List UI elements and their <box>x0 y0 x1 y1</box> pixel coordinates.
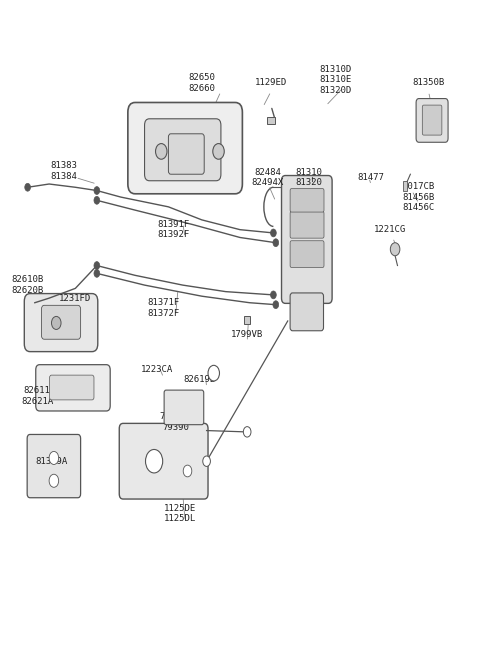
Text: 1799VB: 1799VB <box>231 329 264 339</box>
Circle shape <box>273 301 279 309</box>
Circle shape <box>145 449 163 473</box>
Text: 82619B: 82619B <box>183 375 216 384</box>
Circle shape <box>208 365 219 381</box>
FancyBboxPatch shape <box>27 434 81 498</box>
Bar <box>244 316 250 324</box>
Bar <box>403 181 407 191</box>
Circle shape <box>273 239 279 247</box>
Text: 81391F
81392F: 81391F 81392F <box>157 220 189 239</box>
Circle shape <box>51 316 61 329</box>
FancyBboxPatch shape <box>41 305 81 339</box>
Circle shape <box>94 187 100 195</box>
Text: 1129ED: 1129ED <box>255 79 287 87</box>
Circle shape <box>183 465 192 477</box>
FancyBboxPatch shape <box>168 134 204 174</box>
Circle shape <box>271 291 276 299</box>
Text: 1017CB
81456B
81456C: 1017CB 81456B 81456C <box>403 182 435 212</box>
FancyBboxPatch shape <box>128 102 242 194</box>
FancyBboxPatch shape <box>290 212 324 238</box>
Circle shape <box>49 474 59 487</box>
Circle shape <box>271 229 276 237</box>
FancyBboxPatch shape <box>119 423 208 499</box>
Text: 81371F
81372F: 81371F 81372F <box>147 298 180 318</box>
Text: 82611
82621A: 82611 82621A <box>21 386 53 405</box>
FancyBboxPatch shape <box>416 98 448 142</box>
Text: 81383
81384: 81383 81384 <box>50 161 77 181</box>
Text: 1125DE
1125DL: 1125DE 1125DL <box>164 504 196 523</box>
FancyBboxPatch shape <box>24 293 98 352</box>
FancyBboxPatch shape <box>281 176 332 303</box>
Text: 82484
82494X: 82484 82494X <box>252 168 284 187</box>
Text: 81389A: 81389A <box>36 457 68 466</box>
FancyBboxPatch shape <box>290 241 324 267</box>
Text: 1221CG: 1221CG <box>374 225 407 234</box>
Text: 82650
82660: 82650 82660 <box>188 73 215 92</box>
Text: 81477: 81477 <box>358 173 384 182</box>
Text: 81350B: 81350B <box>412 79 444 87</box>
Bar <box>267 117 275 124</box>
Circle shape <box>49 451 59 464</box>
FancyBboxPatch shape <box>144 119 221 181</box>
Circle shape <box>156 143 167 159</box>
Circle shape <box>94 261 100 269</box>
FancyBboxPatch shape <box>164 390 204 424</box>
Text: 79380A
79390: 79380A 79390 <box>159 413 192 432</box>
Circle shape <box>203 456 210 466</box>
Text: 81310
81320: 81310 81320 <box>296 168 323 187</box>
Text: 82610B
82620B: 82610B 82620B <box>12 275 44 295</box>
FancyBboxPatch shape <box>290 189 324 212</box>
FancyBboxPatch shape <box>290 293 324 331</box>
FancyBboxPatch shape <box>49 375 94 400</box>
FancyBboxPatch shape <box>36 365 110 411</box>
Text: 1223CA: 1223CA <box>140 365 173 375</box>
Text: 1231FD: 1231FD <box>59 293 92 303</box>
Circle shape <box>94 196 100 204</box>
Circle shape <box>390 243 400 255</box>
FancyBboxPatch shape <box>422 105 442 135</box>
Circle shape <box>213 143 224 159</box>
Circle shape <box>243 426 251 437</box>
Circle shape <box>94 269 100 277</box>
Text: 81310D
81310E
81320D: 81310D 81310E 81320D <box>319 65 351 94</box>
Circle shape <box>25 183 31 191</box>
